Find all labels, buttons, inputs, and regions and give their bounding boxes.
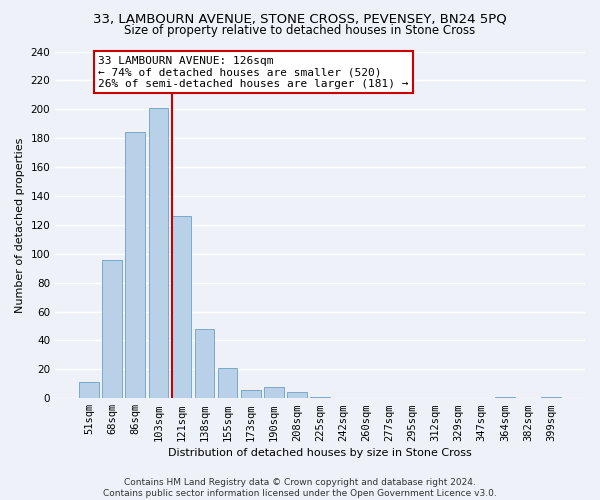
Y-axis label: Number of detached properties: Number of detached properties bbox=[15, 137, 25, 312]
Text: Size of property relative to detached houses in Stone Cross: Size of property relative to detached ho… bbox=[124, 24, 476, 37]
Bar bbox=[264, 386, 284, 398]
Bar bbox=[218, 368, 238, 398]
Bar bbox=[195, 329, 214, 398]
Bar bbox=[125, 132, 145, 398]
Bar bbox=[241, 390, 260, 398]
X-axis label: Distribution of detached houses by size in Stone Cross: Distribution of detached houses by size … bbox=[168, 448, 472, 458]
Bar bbox=[172, 216, 191, 398]
Bar bbox=[495, 396, 515, 398]
Text: Contains HM Land Registry data © Crown copyright and database right 2024.
Contai: Contains HM Land Registry data © Crown c… bbox=[103, 478, 497, 498]
Bar bbox=[79, 382, 99, 398]
Bar bbox=[103, 260, 122, 398]
Bar bbox=[149, 108, 168, 398]
Bar bbox=[287, 392, 307, 398]
Text: 33, LAMBOURN AVENUE, STONE CROSS, PEVENSEY, BN24 5PQ: 33, LAMBOURN AVENUE, STONE CROSS, PEVENS… bbox=[93, 12, 507, 26]
Text: 33 LAMBOURN AVENUE: 126sqm
← 74% of detached houses are smaller (520)
26% of sem: 33 LAMBOURN AVENUE: 126sqm ← 74% of deta… bbox=[98, 56, 409, 89]
Bar bbox=[541, 396, 561, 398]
Bar bbox=[310, 396, 330, 398]
